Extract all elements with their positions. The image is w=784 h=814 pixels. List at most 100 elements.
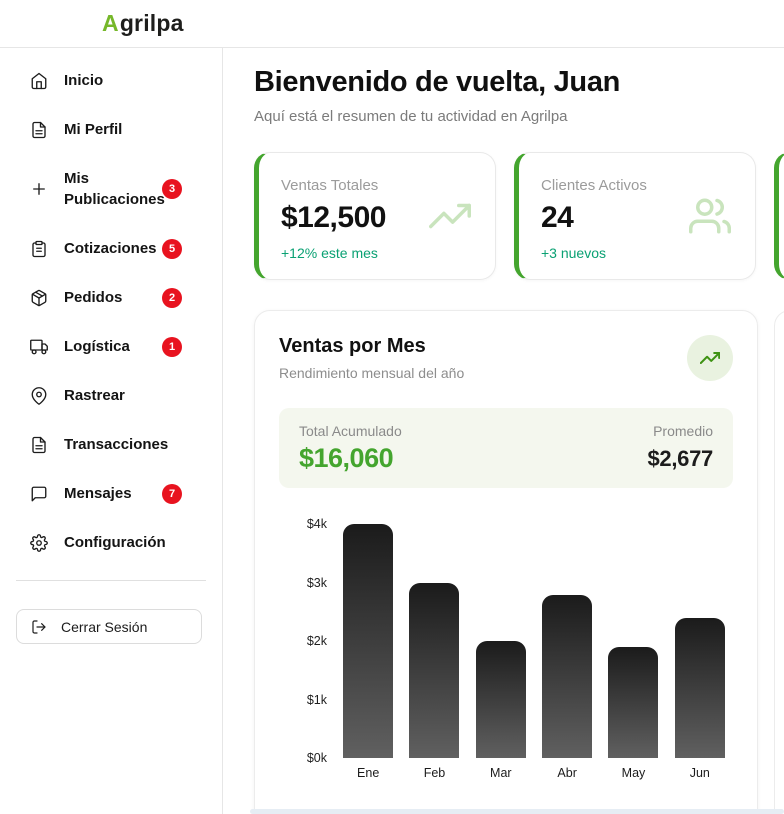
logout-label: Cerrar Sesión: [61, 618, 148, 635]
sidebar-item-pedidos[interactable]: Pedidos 2: [0, 273, 222, 322]
bar-slot: [534, 595, 600, 758]
sidebar-item-label: Rastrear: [64, 387, 125, 404]
sales-chart-card: Ventas por Mes Rendimiento mensual del a…: [254, 310, 758, 814]
y-tick-label: $1k: [306, 692, 327, 707]
bar-slot: [335, 524, 401, 758]
stat-subtext: +12% este mes: [281, 245, 378, 261]
sidebar-item-inicio[interactable]: Inicio: [0, 56, 222, 105]
main-content: Bienvenido de vuelta, Juan Aquí está el …: [223, 48, 784, 814]
sidebar-item-cotizaciones[interactable]: Cotizaciones 5: [0, 224, 222, 273]
logo-text: grilpa: [119, 10, 184, 36]
sidebar-item-label: Transacciones: [64, 436, 169, 453]
notification-badge: 2: [162, 287, 182, 308]
y-tick-label: $4k: [306, 517, 327, 531]
chart-summary: Total Acumulado $16,060 Promedio $2,677: [279, 408, 733, 488]
plot-area: [335, 524, 733, 758]
sidebar-item-logistica[interactable]: Logística 1: [0, 322, 222, 371]
sidebar: Inicio Mi Perfil Mis Publicaciones 3 Cotizac…: [0, 48, 223, 814]
y-tick-label: $2k: [306, 634, 327, 648]
chat-icon: [30, 485, 48, 503]
x-tick-label: Abr: [557, 766, 577, 780]
logout-button[interactable]: Cerrar Sesión: [16, 609, 202, 644]
sidebar-item-label: Inicio: [64, 72, 104, 89]
x-axis: Ene Feb Mar Abr May Jun: [335, 766, 733, 780]
trending-up-badge: [687, 335, 733, 381]
y-tick-label: $0k: [306, 751, 327, 765]
bar-jun[interactable]: [674, 618, 725, 758]
notification-badge: 1: [162, 336, 182, 357]
home-icon: [30, 72, 48, 90]
cards-row: Ventas por Mes Rendimiento mensual del a…: [254, 310, 784, 814]
bar-may[interactable]: [608, 647, 659, 758]
average-value: $2,677: [647, 446, 714, 471]
bar-abr[interactable]: [542, 595, 593, 758]
clipboard-icon: [30, 240, 48, 258]
notification-badge: 3: [162, 179, 182, 199]
map-pin-icon: [30, 387, 48, 405]
sidebar-divider: [16, 580, 206, 581]
logout-icon: [31, 619, 47, 635]
sidebar-item-configuracion[interactable]: Configuración: [0, 518, 222, 567]
bottom-scroll-strip[interactable]: [250, 809, 784, 814]
bar-slot: [667, 618, 733, 758]
sidebar-nav: Inicio Mi Perfil Mis Publicaciones 3 Cotizac…: [0, 56, 222, 567]
sidebar-item-rastrear[interactable]: Rastrear: [0, 371, 222, 420]
chart-subtitle: Rendimiento mensual del año: [279, 365, 465, 381]
stat-card-clientes-activos: Clientes Activos 24 +3 nuevos: [514, 152, 756, 280]
stat-subtext: +3 nuevos: [541, 245, 606, 261]
chart-title: Ventas por Mes: [279, 335, 426, 357]
stat-card-partial: [774, 152, 784, 280]
file-text-icon: [30, 121, 48, 139]
x-tick-label: Feb: [423, 766, 446, 780]
sidebar-item-mis-publicaciones[interactable]: Mis Publicaciones 3: [0, 154, 222, 224]
notification-badge: 5: [162, 238, 182, 259]
stat-value: 24: [541, 201, 574, 234]
bar-slot: [401, 582, 467, 758]
total-value: $16,060: [299, 443, 394, 473]
stat-value: $12,500: [281, 201, 386, 234]
total-label: Total Acumulado: [299, 423, 402, 439]
bar-feb[interactable]: [409, 582, 460, 758]
sidebar-item-mi-perfil[interactable]: Mi Perfil: [0, 105, 222, 154]
y-axis: $0k $1k $2k $3k $4k: [279, 517, 335, 765]
trending-up-icon: [429, 195, 471, 237]
x-tick-label: Ene: [357, 766, 380, 780]
bar-chart: $0k $1k $2k $3k $4k Ene Feb Mar Abr May Jun: [279, 517, 733, 780]
sidebar-item-label: Pedidos: [64, 289, 123, 306]
truck-icon: [30, 338, 48, 356]
bar-slot: [468, 641, 534, 758]
next-card-partial: [774, 310, 784, 814]
trending-up-icon: [700, 348, 720, 368]
sidebar-item-label: Mis Publicaciones: [64, 170, 165, 208]
x-tick-label: May: [621, 766, 646, 780]
page-subtitle: Aquí está el resumen de tu actividad en …: [254, 108, 568, 125]
sidebar-item-mensajes[interactable]: Mensajes 7: [0, 469, 222, 518]
sidebar-item-label: Configuración: [64, 534, 166, 551]
notification-badge: 7: [162, 483, 182, 504]
sidebar-item-transacciones[interactable]: Transacciones: [0, 420, 222, 469]
stats-row: Ventas Totales $12,500 +12% este mes Client…: [254, 152, 784, 280]
y-tick-label: $3k: [306, 575, 327, 590]
users-icon: [689, 195, 731, 237]
bar-ene[interactable]: [343, 524, 394, 758]
stat-card-ventas-totales: Ventas Totales $12,500 +12% este mes: [254, 152, 496, 280]
stat-label: Ventas Totales: [281, 177, 379, 194]
bar-slot: [600, 647, 666, 758]
sidebar-item-label: Mi Perfil: [64, 121, 123, 138]
average-label: Promedio: [653, 423, 713, 439]
gear-icon: [30, 534, 48, 552]
sidebar-item-label: Mensajes: [64, 485, 132, 502]
page-title: Bienvenido de vuelta, Juan: [254, 66, 621, 98]
bar-mar[interactable]: [475, 641, 526, 758]
sidebar-item-label: Logística: [64, 338, 130, 355]
sidebar-item-label: Cotizaciones: [64, 240, 157, 257]
file-text-icon: [30, 436, 48, 454]
stat-label: Clientes Activos: [541, 177, 647, 194]
plus-icon: [30, 180, 48, 198]
x-tick-label: Mar: [490, 766, 512, 780]
package-icon: [30, 289, 48, 307]
x-tick-label: Jun: [689, 766, 710, 780]
